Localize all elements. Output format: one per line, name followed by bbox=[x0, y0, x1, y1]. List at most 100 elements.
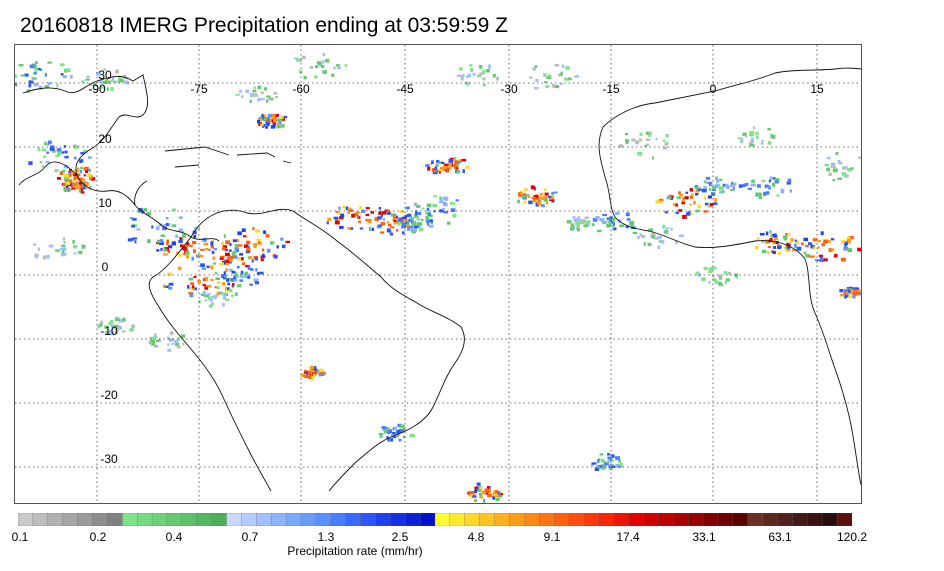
precip-cell bbox=[849, 289, 854, 292]
precip-cell bbox=[452, 213, 457, 218]
precip-cell bbox=[774, 178, 777, 181]
precip-cell bbox=[831, 248, 835, 252]
precip-cell bbox=[773, 246, 777, 249]
precip-cell bbox=[130, 217, 134, 220]
precip-cell bbox=[808, 242, 813, 246]
precip-cell bbox=[607, 453, 611, 456]
precip-cell bbox=[175, 234, 179, 238]
precip-cell bbox=[534, 65, 538, 68]
precip-cell bbox=[297, 58, 302, 62]
precip-cell bbox=[168, 282, 174, 286]
precip-cell bbox=[448, 162, 453, 166]
precip-cell bbox=[62, 247, 67, 251]
precip-cell bbox=[786, 181, 791, 185]
precip-cell bbox=[435, 163, 439, 167]
precip-cell bbox=[769, 230, 772, 234]
precip-cell bbox=[537, 201, 542, 206]
precip-cell bbox=[755, 245, 759, 250]
precip-cell bbox=[857, 247, 861, 252]
precip-cell bbox=[43, 155, 46, 158]
precip-cell bbox=[402, 428, 406, 432]
precip-cell bbox=[689, 195, 694, 199]
precip-cell bbox=[78, 181, 82, 185]
precip-cell bbox=[258, 116, 264, 121]
precip-cell bbox=[650, 232, 656, 236]
precip-cell bbox=[281, 244, 286, 249]
precip-cell bbox=[767, 127, 771, 131]
precip-cell bbox=[386, 436, 389, 439]
precip-cell bbox=[274, 96, 278, 99]
precip-cell bbox=[485, 490, 491, 493]
precip-cell bbox=[227, 287, 230, 291]
precip-cell bbox=[846, 174, 849, 178]
colorbar-swatch bbox=[762, 513, 778, 526]
colorbar-swatch bbox=[539, 513, 555, 526]
precip-cell bbox=[168, 286, 173, 290]
precip-cell bbox=[476, 482, 481, 486]
precip-cell bbox=[828, 248, 832, 252]
precip-cell bbox=[764, 239, 768, 244]
precip-cell bbox=[650, 131, 653, 136]
precip-cell bbox=[413, 224, 419, 229]
precip-cell bbox=[479, 486, 483, 490]
precip-cell bbox=[310, 370, 315, 373]
colorbar-swatch bbox=[315, 513, 332, 526]
colorbar-swatch bbox=[196, 513, 213, 526]
precip-cell bbox=[118, 78, 124, 83]
precip-cell bbox=[574, 75, 579, 78]
precip-cell bbox=[255, 268, 258, 272]
precip-cell bbox=[489, 486, 492, 489]
precip-cell bbox=[56, 83, 59, 88]
precip-cell bbox=[664, 229, 669, 234]
precip-cell bbox=[216, 291, 221, 296]
precip-cell bbox=[576, 227, 580, 230]
precip-cell bbox=[625, 213, 630, 216]
precip-cell bbox=[780, 191, 785, 194]
precip-cell bbox=[834, 253, 838, 258]
precip-cell bbox=[228, 268, 233, 272]
precip-cell bbox=[666, 196, 672, 200]
precip-cell bbox=[29, 64, 35, 69]
precip-cell bbox=[88, 172, 91, 175]
precip-cell bbox=[773, 177, 776, 180]
precip-cell bbox=[234, 244, 238, 248]
precip-cell bbox=[361, 209, 366, 213]
precip-cell bbox=[132, 237, 138, 240]
precip-cell bbox=[697, 188, 702, 191]
precip-cell bbox=[708, 181, 713, 185]
precip-cell bbox=[441, 167, 445, 171]
precip-cell bbox=[262, 253, 265, 258]
colorbar-swatch bbox=[732, 513, 749, 526]
precip-cell bbox=[370, 211, 374, 214]
precip-cell bbox=[658, 198, 664, 202]
precip-cell bbox=[114, 318, 120, 321]
precip-cell bbox=[492, 492, 496, 496]
precip-cell bbox=[482, 77, 486, 81]
precip-cell bbox=[719, 178, 723, 182]
precip-cell bbox=[252, 227, 255, 231]
precip-cell bbox=[751, 137, 754, 142]
precip-cell bbox=[599, 218, 605, 222]
precip-cell bbox=[215, 277, 221, 280]
precip-cell bbox=[318, 63, 322, 67]
precip-cell bbox=[258, 122, 262, 127]
colorbar-swatch bbox=[360, 513, 376, 526]
precip-cell bbox=[404, 222, 409, 225]
precip-cell bbox=[78, 250, 83, 255]
precip-cell bbox=[57, 152, 61, 156]
precip-cell bbox=[110, 79, 114, 82]
precip-cell bbox=[165, 223, 169, 227]
precip-cell bbox=[181, 334, 186, 339]
precip-cell bbox=[769, 238, 773, 242]
precip-cell bbox=[129, 328, 134, 332]
precip-cell bbox=[105, 79, 108, 82]
precip-cell bbox=[429, 163, 433, 166]
precip-cell bbox=[767, 251, 770, 254]
precip-cell bbox=[844, 166, 848, 169]
precip-cell bbox=[118, 75, 121, 80]
precip-cell bbox=[695, 192, 699, 196]
precip-cell bbox=[771, 134, 776, 139]
map-canvas: -90 -75 -60 -45 -30 -15 0 15 30 20 10 0 … bbox=[15, 45, 861, 503]
precip-cell bbox=[641, 234, 646, 239]
precip-cell bbox=[75, 170, 80, 173]
